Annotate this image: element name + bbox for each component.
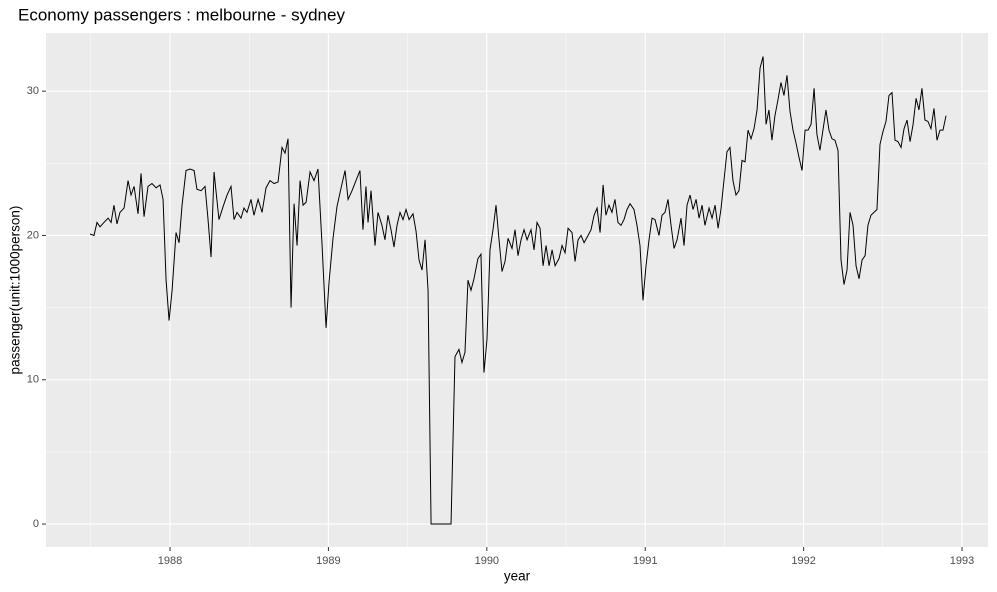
x-tick-label: 1993 <box>950 555 974 567</box>
y-tick-label: 0 <box>33 518 39 530</box>
y-tick-label: 20 <box>27 229 39 241</box>
x-tick-label: 1990 <box>475 555 499 567</box>
x-tick-label: 1988 <box>158 555 182 567</box>
y-axis-label: passenger(unit:1000person) <box>8 206 23 375</box>
x-tick-label: 1989 <box>316 555 340 567</box>
y-tick-label: 10 <box>27 374 39 386</box>
chart-title: Economy passengers : melbourne - sydney <box>18 5 345 24</box>
panel <box>46 33 988 547</box>
x-axis-label: year <box>504 569 531 584</box>
line <box>89 56 947 525</box>
x-tick-label: 1992 <box>791 555 815 567</box>
x-tick-label: 1991 <box>633 555 657 567</box>
y-tick-label: 30 <box>27 85 39 97</box>
grid <box>46 33 988 547</box>
